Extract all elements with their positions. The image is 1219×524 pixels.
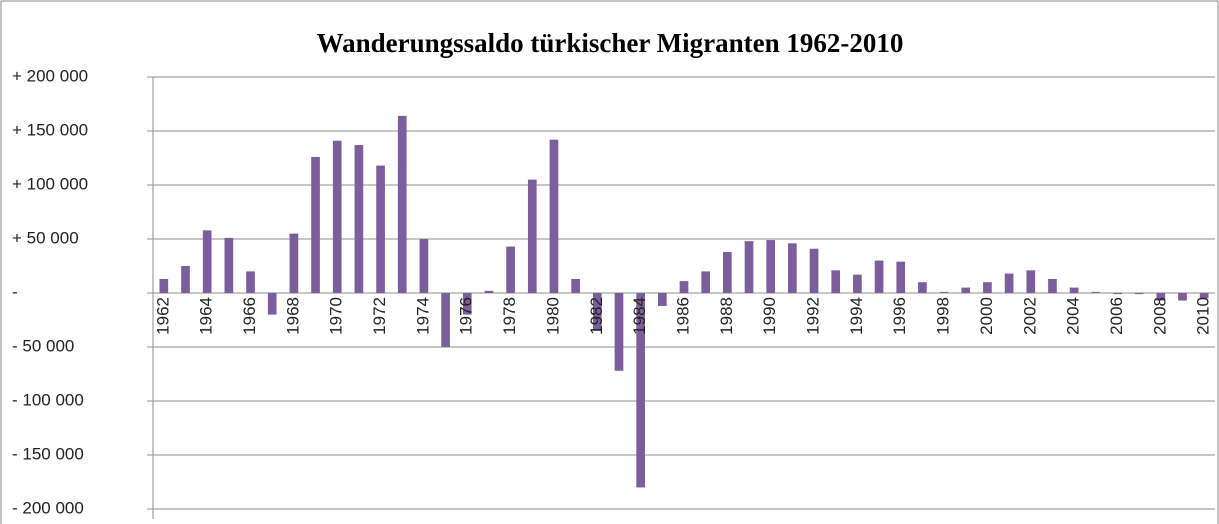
bar — [267, 293, 277, 315]
x-tick-label: 2008 — [1150, 297, 1169, 335]
bar — [332, 140, 342, 293]
bar — [462, 293, 472, 315]
bar — [397, 115, 407, 293]
bar — [657, 293, 667, 306]
bar — [311, 156, 320, 293]
bar — [701, 271, 711, 293]
bar — [289, 233, 299, 293]
x-tick-label: 1998 — [934, 297, 953, 335]
bar — [1004, 273, 1014, 293]
x-tick-label: 1994 — [847, 297, 866, 335]
bar — [376, 165, 385, 293]
x-tick-label: 2000 — [977, 297, 996, 335]
bar — [723, 251, 732, 293]
bar — [983, 282, 992, 293]
x-tick-label: 1968 — [283, 297, 302, 335]
y-tick-label: + 150 000 — [12, 120, 88, 139]
bar — [246, 271, 255, 293]
bar — [419, 239, 429, 293]
bar — [224, 237, 234, 293]
x-tick-label: 1982 — [587, 297, 606, 335]
x-tick-label: 1984 — [630, 297, 649, 335]
y-tick-label: - 100 000 — [12, 390, 84, 409]
x-tick-label: 1970 — [327, 297, 346, 335]
bar — [1199, 293, 1209, 299]
bar — [506, 246, 515, 293]
x-tick-label: 1966 — [240, 297, 259, 335]
x-tick-label: 2004 — [1064, 297, 1083, 335]
x-tick-label: 1962 — [153, 297, 172, 335]
bar — [441, 293, 450, 347]
bar — [1113, 293, 1122, 295]
bar — [549, 139, 559, 293]
bar — [788, 243, 797, 293]
x-tick-label: 1988 — [717, 297, 736, 335]
bar — [831, 270, 841, 293]
bar — [1156, 293, 1166, 301]
x-tick-label: 1972 — [370, 297, 389, 335]
bar — [918, 282, 927, 293]
bar — [571, 278, 580, 293]
x-tick-label: 2010 — [1194, 297, 1213, 335]
bar — [202, 230, 212, 293]
y-tick-label: - 150 000 — [12, 444, 84, 463]
bar — [744, 241, 754, 293]
x-tick-label: 1992 — [804, 297, 823, 335]
x-tick-label: 1964 — [197, 297, 216, 335]
bar — [181, 266, 190, 293]
y-tick-label: - — [12, 282, 18, 301]
y-tick-label: + 100 000 — [12, 174, 88, 193]
x-tick-label: 2002 — [1020, 297, 1039, 335]
y-tick-label: - 200 000 — [12, 498, 84, 517]
x-tick-label: 1978 — [500, 297, 519, 335]
y-tick-label: - 50 000 — [12, 336, 74, 355]
bar — [1026, 270, 1036, 293]
bar — [159, 278, 169, 293]
bar — [1178, 293, 1187, 301]
x-tick-label: 1976 — [457, 297, 476, 335]
x-tick-label: 1986 — [673, 297, 692, 335]
x-tick-label: 1974 — [413, 297, 432, 335]
bar — [1091, 291, 1101, 293]
y-tick-label: + 50 000 — [12, 228, 79, 247]
bar — [679, 281, 689, 293]
x-tick-label: 1980 — [543, 297, 562, 335]
bar — [636, 293, 645, 488]
bar — [354, 145, 364, 293]
x-tick-label: 1990 — [760, 297, 779, 335]
bar — [614, 293, 624, 371]
bar — [853, 274, 862, 293]
bar — [766, 240, 776, 293]
bar — [1134, 293, 1144, 295]
bar — [939, 291, 949, 293]
chart-title: Wanderungssaldo türkischer Migranten 196… — [317, 28, 904, 58]
bar — [1069, 287, 1079, 293]
x-tick-label: 2006 — [1107, 297, 1126, 335]
y-tick-label: + 200 000 — [12, 66, 88, 85]
bar — [484, 290, 494, 293]
x-tick-label: 1996 — [890, 297, 909, 335]
bar — [1048, 278, 1057, 293]
bar — [961, 287, 971, 293]
bar — [527, 179, 537, 293]
bar — [874, 260, 884, 293]
bar — [809, 248, 819, 293]
bar — [896, 261, 906, 293]
bar — [592, 293, 602, 331]
